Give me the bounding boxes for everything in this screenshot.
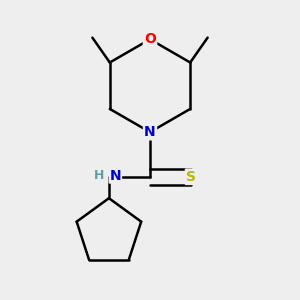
Text: H: H bbox=[94, 169, 104, 182]
Text: N: N bbox=[144, 125, 156, 139]
Text: O: O bbox=[144, 32, 156, 46]
Text: N: N bbox=[110, 169, 121, 183]
Text: S: S bbox=[186, 170, 196, 184]
